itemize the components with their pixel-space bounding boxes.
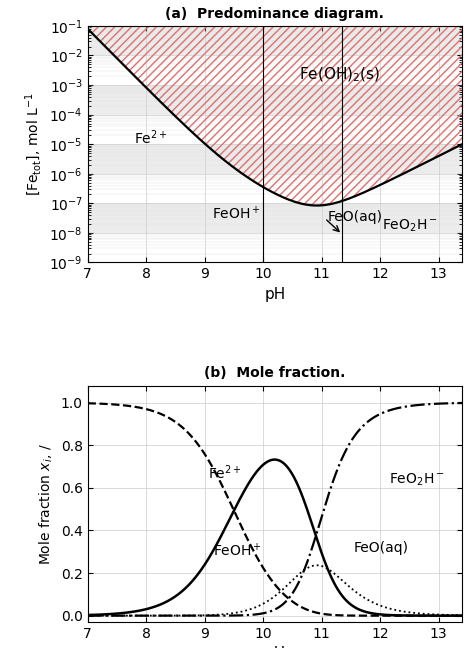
- Text: FeOH$^+$: FeOH$^+$: [212, 205, 261, 223]
- Text: Fe(OH)$_2$(s): Fe(OH)$_2$(s): [299, 65, 380, 84]
- Bar: [88, 26, 462, 56]
- Bar: [88, 85, 462, 115]
- Text: FeO(aq): FeO(aq): [328, 210, 383, 224]
- Text: FeO(aq): FeO(aq): [354, 540, 409, 555]
- Bar: [88, 145, 462, 174]
- X-axis label: pH: pH: [264, 287, 285, 302]
- Text: Fe$^{2+}$: Fe$^{2+}$: [208, 464, 241, 482]
- Text: FeOH$^+$: FeOH$^+$: [213, 542, 263, 559]
- Title: (b)  Mole fraction.: (b) Mole fraction.: [204, 366, 346, 380]
- Text: FeO$_2$H$^-$: FeO$_2$H$^-$: [389, 472, 445, 488]
- Text: FeO$_2$H$^-$: FeO$_2$H$^-$: [382, 218, 438, 235]
- Title: (a)  Predominance diagram.: (a) Predominance diagram.: [165, 6, 384, 21]
- Bar: [88, 203, 462, 233]
- Y-axis label: Mole fraction $x_i$, /: Mole fraction $x_i$, /: [38, 443, 55, 564]
- Y-axis label: [Fe$_\mathrm{tot}$], mol L$^{-1}$: [Fe$_\mathrm{tot}$], mol L$^{-1}$: [23, 93, 44, 196]
- X-axis label: pH: pH: [264, 647, 285, 648]
- Text: Fe$^{2+}$: Fe$^{2+}$: [135, 128, 168, 147]
